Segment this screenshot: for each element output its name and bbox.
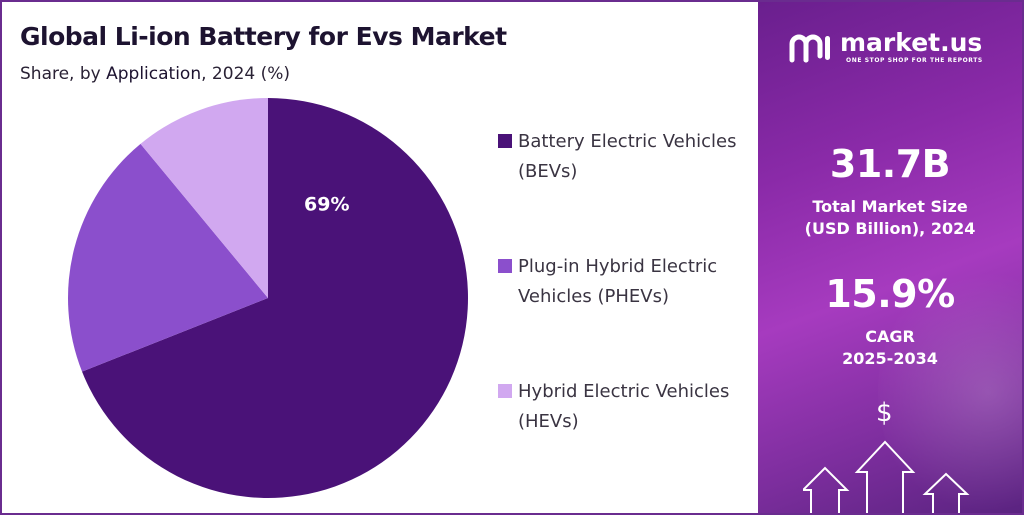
legend-label-phev-line2: Vehicles (PHEVs) <box>518 286 669 307</box>
chart-subtitle: Share, by Application, 2024 (%) <box>20 64 290 84</box>
brand-name: market.us <box>840 28 983 57</box>
market-us-logo-icon <box>789 34 830 63</box>
brand-tagline: ONE STOP SHOP FOR THE REPORTS <box>846 57 983 64</box>
legend-item-bev: Battery Electric Vehicles (BEVs) <box>498 127 758 187</box>
legend-label-bev-line1: Battery Electric Vehicles <box>518 131 737 152</box>
brand-logo[interactable]: market.us ONE STOP SHOP FOR THE REPORTS <box>788 28 1008 68</box>
market-size-label-line2: (USD Billion), 2024 <box>804 219 976 238</box>
dollar-icon: $ <box>876 398 893 428</box>
stats-panel: market.us ONE STOP SHOP FOR THE REPORTS … <box>758 2 1022 513</box>
legend-label-phev-line1: Plug-in Hybrid Electric <box>518 256 718 277</box>
pie-slice-phev <box>68 143 269 372</box>
cagr-label-line2: 2025-2034 <box>842 349 938 368</box>
legend-item-hev: Hybrid Electric Vehicles (HEVs) <box>498 377 758 437</box>
market-size-label-line1: Total Market Size <box>812 197 968 216</box>
subtitle-suffix: , 2024 (%) <box>201 64 291 84</box>
subtitle-highlight: Application <box>106 64 202 84</box>
legend-label-hev-line1: Hybrid Electric Vehicles <box>518 381 730 402</box>
legend-label-bev-line2: (BEVs) <box>518 161 578 182</box>
subtitle-prefix: Share, by <box>20 64 107 84</box>
pie-slice-bev <box>82 98 468 499</box>
legend-swatch-bev <box>498 134 512 148</box>
chart-panel: Global Li-ion Battery for Evs Market Sha… <box>2 2 758 513</box>
chart-title: Global Li-ion Battery for Evs Market <box>20 22 507 51</box>
pie-chart: 69% <box>68 98 468 499</box>
legend-swatch-phev <box>498 259 512 273</box>
legend-item-phev: Plug-in Hybrid Electric Vehicles (PHEVs) <box>498 252 758 312</box>
pie-data-label: 69% <box>304 194 349 216</box>
market-size-value: 31.7B <box>829 142 951 186</box>
growth-arrows-icon <box>803 440 970 513</box>
legend-label-hev-line2: (HEVs) <box>518 411 579 432</box>
legend-swatch-hev <box>498 384 512 398</box>
cagr-value: 15.9% <box>825 272 955 316</box>
pie-slice-hev <box>140 98 268 298</box>
cagr-label-line1: CAGR <box>865 327 915 346</box>
